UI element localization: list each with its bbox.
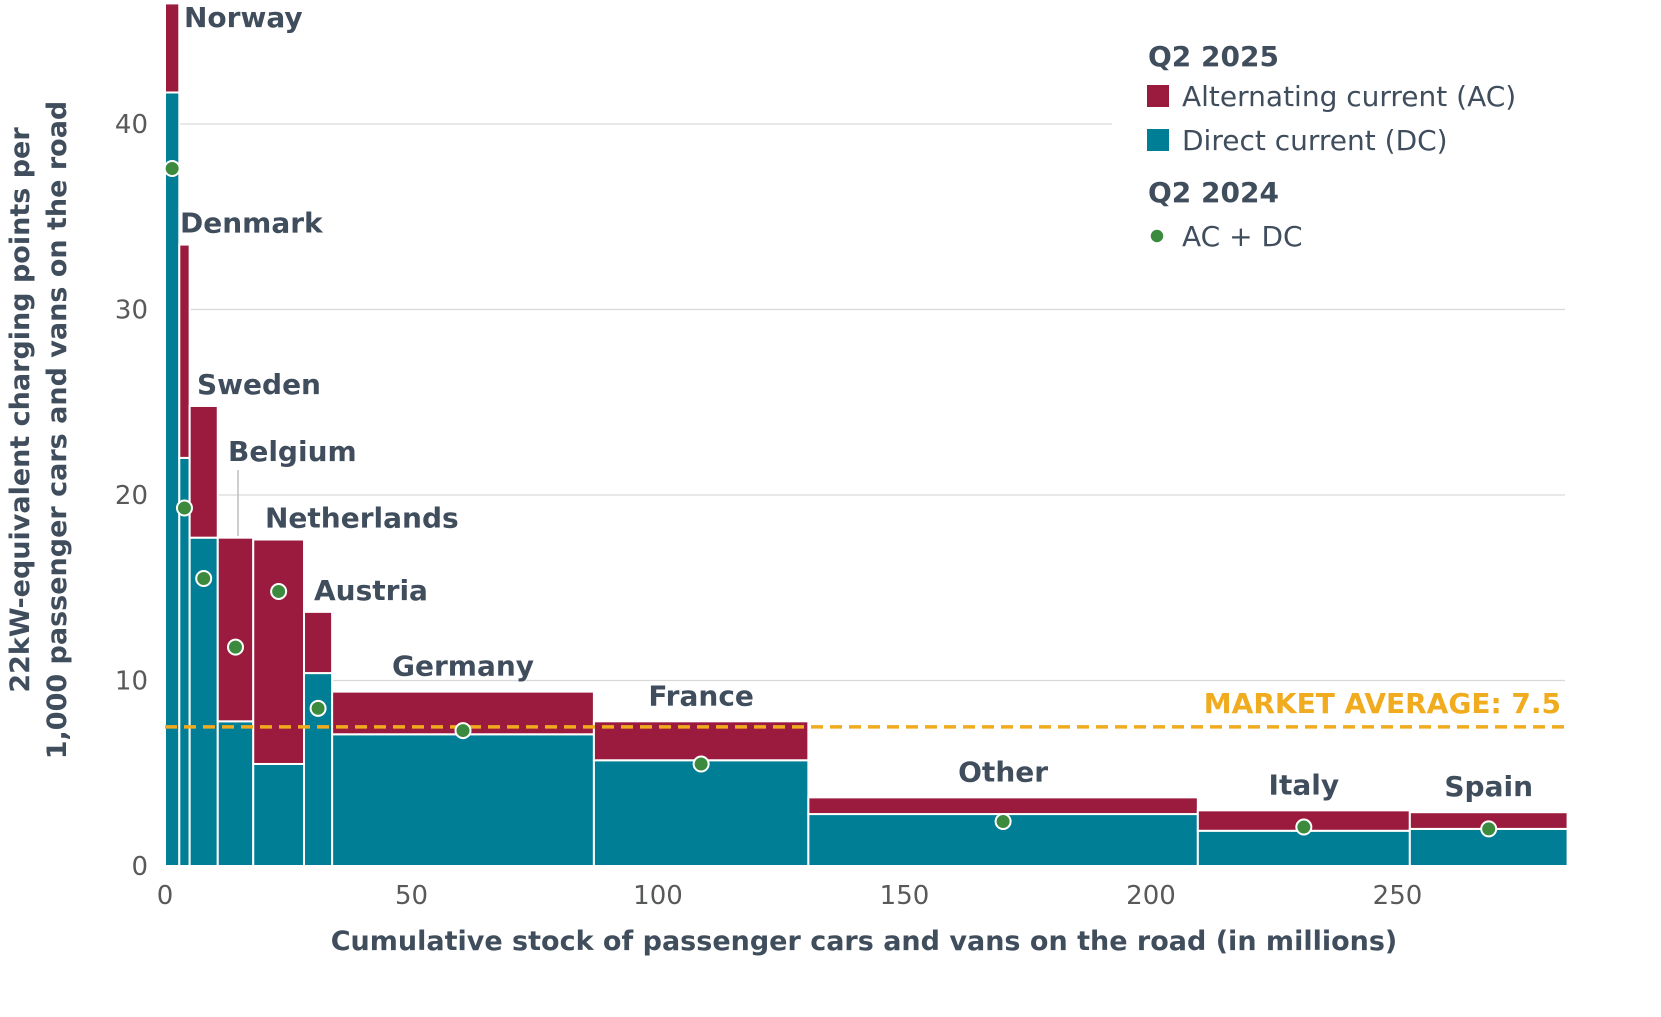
x-tick-label-50: 50 xyxy=(395,881,428,911)
bar-ac-netherlands xyxy=(252,538,306,765)
dot-q2-2024-france xyxy=(692,755,710,773)
dot-q2-2024-austria xyxy=(309,699,327,717)
country-label-italy: Italy xyxy=(1269,768,1340,801)
x-tick-label-0: 0 xyxy=(157,881,174,911)
dot-q2-2024-spain xyxy=(1480,820,1498,838)
legend-title-q2-2024: Q2 2024 xyxy=(1148,176,1279,209)
bar-dc-france xyxy=(592,759,810,868)
country-label-spain: Spain xyxy=(1444,770,1533,803)
y-tick-label-0: 0 xyxy=(131,852,148,882)
country-label-germany: Germany xyxy=(392,650,534,683)
y-tick-label-30: 30 xyxy=(115,296,148,326)
country-label-austria: Austria xyxy=(314,574,428,607)
bar-ac-denmark xyxy=(178,243,191,459)
bar-dc-denmark xyxy=(178,456,191,867)
country-label-belgium: Belgium xyxy=(228,435,357,468)
dot-q2-2024-other xyxy=(994,812,1012,830)
dot-q2-2024-denmark xyxy=(175,499,193,517)
legend-dot-ac-dc xyxy=(1149,228,1165,244)
bars xyxy=(164,2,1569,868)
x-tick-label-200: 200 xyxy=(1126,881,1176,911)
country-label-netherlands: Netherlands xyxy=(265,502,459,535)
bar-ac-austria xyxy=(303,610,334,675)
y-tick-label-20: 20 xyxy=(115,481,148,511)
legend-label-ac-dc: AC + DC xyxy=(1182,220,1303,253)
gridlines xyxy=(165,123,1565,682)
dot-q2-2024-italy xyxy=(1295,818,1313,836)
dot-q2-2024-germany xyxy=(454,722,472,740)
dot-q2-2024-netherlands xyxy=(270,582,288,600)
bar-ac-norway xyxy=(164,2,181,94)
bar-dc-italy xyxy=(1196,829,1411,868)
legend-swatch-dc xyxy=(1147,129,1169,151)
y-axis-ticks: 0 10 20 30 40 xyxy=(115,110,148,882)
market-average: MARKET AVERAGE: 7.5 xyxy=(165,687,1565,729)
y-tick-label-10: 10 xyxy=(115,667,148,697)
y-axis-title-line-1: 22kW-equivalent charging points per xyxy=(5,127,36,693)
country-label-sweden: Sweden xyxy=(197,368,321,401)
y-tick-label-40: 40 xyxy=(115,110,148,140)
country-label-france: France xyxy=(648,679,754,712)
bar-dc-sweden xyxy=(188,536,219,867)
bar-dc-norway xyxy=(164,91,181,867)
country-label-other: Other xyxy=(958,755,1048,788)
legend: Q2 2025 Alternating current (AC) Direct … xyxy=(1147,40,1516,253)
market-average-label: MARKET AVERAGE: 7.5 xyxy=(1204,687,1561,720)
legend-swatch-ac xyxy=(1147,85,1169,107)
legend-title-q2-2025: Q2 2025 xyxy=(1148,40,1279,73)
country-label-norway: Norway xyxy=(184,1,303,34)
bar-dc-belgium xyxy=(216,720,255,867)
q2-2024-dots xyxy=(163,160,1498,838)
bar-dc-netherlands xyxy=(252,762,306,867)
y-axis-title-line-2: 1,000 passenger cars and vans on the roa… xyxy=(42,101,73,760)
dot-q2-2024-belgium xyxy=(226,638,244,656)
y-axis-title: 22kW-equivalent charging points per 1,00… xyxy=(5,101,73,760)
legend-label-dc: Direct current (DC) xyxy=(1182,124,1448,157)
bar-ac-sweden xyxy=(188,404,219,539)
x-tick-label-100: 100 xyxy=(633,881,683,911)
dot-q2-2024-sweden xyxy=(195,569,213,587)
bar-ac-other xyxy=(807,796,1199,816)
country-labels: Norway Denmark Sweden Belgium Netherlands Aus… xyxy=(180,1,1533,803)
legend-label-ac: Alternating current (AC) xyxy=(1182,80,1516,113)
x-axis-title: Cumulative stock of passenger cars and v… xyxy=(331,926,1398,957)
bar-ac-belgium xyxy=(216,536,255,723)
bar-dc-germany xyxy=(331,733,595,867)
x-axis-ticks: 0 50 100 150 200 250 xyxy=(157,881,1423,911)
dot-q2-2024-norway xyxy=(163,160,181,178)
x-tick-label-250: 250 xyxy=(1373,881,1423,911)
x-tick-label-150: 150 xyxy=(880,881,930,911)
country-label-denmark: Denmark xyxy=(180,207,324,240)
